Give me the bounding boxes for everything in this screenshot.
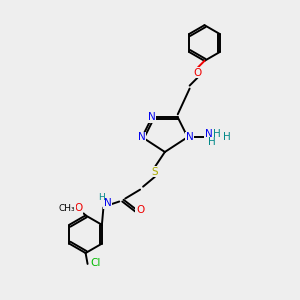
Text: H: H [98, 193, 105, 202]
Text: H: H [208, 137, 215, 147]
Text: N: N [138, 132, 146, 142]
Text: N: N [103, 199, 111, 208]
Text: S: S [152, 167, 158, 177]
Text: O: O [136, 206, 144, 215]
Text: N: N [148, 112, 156, 122]
Text: O: O [74, 203, 83, 214]
Text: O: O [194, 68, 202, 78]
Text: CH₃: CH₃ [58, 204, 75, 213]
Text: H: H [224, 132, 231, 142]
Text: N: N [186, 132, 194, 142]
Text: N: N [205, 129, 212, 139]
Text: Cl: Cl [90, 258, 101, 268]
Text: H: H [212, 129, 220, 139]
